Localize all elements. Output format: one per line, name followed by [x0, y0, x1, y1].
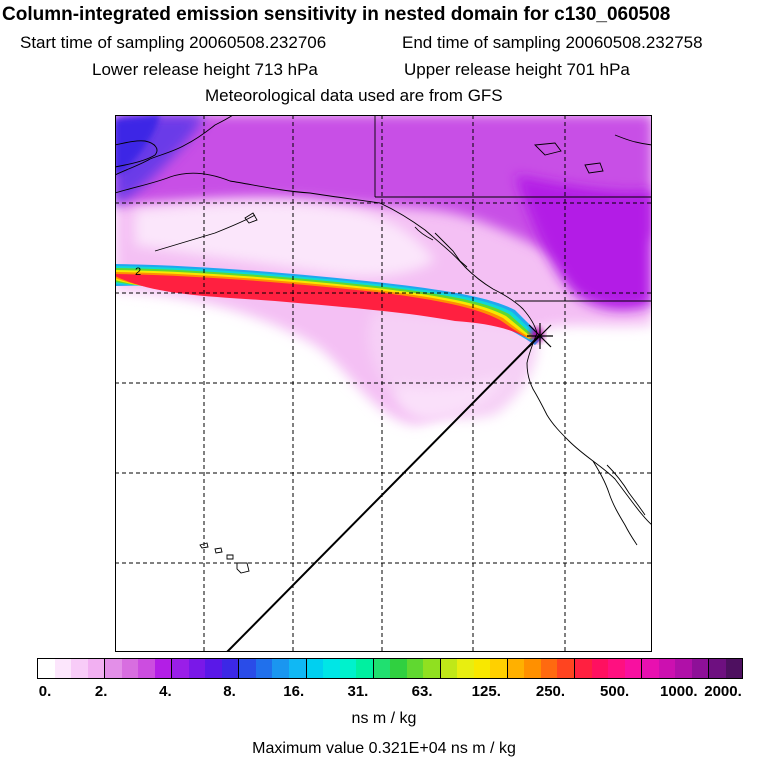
upper-release-height: Upper release height 701 hPa [404, 60, 630, 79]
colorbar [37, 658, 743, 679]
colorbar-swatch [138, 659, 155, 678]
colorbar-swatch [540, 659, 558, 678]
colorbar-swatch [188, 659, 206, 678]
field-blue-topleft2 [115, 115, 160, 175]
alaska-west [115, 140, 158, 168]
colorbar-tick-label: 500. [600, 683, 630, 700]
end-time: End time of sampling 20060508.232758 [402, 33, 703, 52]
flight-track [226, 334, 541, 652]
release-marker [527, 323, 553, 349]
coastlines [115, 115, 652, 574]
colorbar-tick-label: 8. [223, 683, 236, 700]
colorbar-swatch [171, 659, 189, 678]
colorbar-swatch [272, 659, 289, 678]
lat-lon-grid [115, 115, 652, 652]
met-data-source: Meteorological data used are from GFS [205, 86, 503, 105]
colorbar-swatch [708, 659, 726, 678]
colorbar-swatch [406, 659, 424, 678]
colorbar-swatch [255, 659, 273, 678]
sensitivity-field [115, 115, 652, 425]
colorbar-swatch [457, 659, 474, 678]
colorbar-tick-label: 31. [347, 683, 369, 700]
colorbar-swatch [439, 659, 458, 678]
baja [592, 460, 638, 546]
alaska-north [115, 115, 234, 176]
colorbar-swatch [372, 659, 391, 678]
colorbar-ticks: 0. 2. 4. 8. 16. 31. 63. 125. 250. 500. 1000. 2000. [0, 683, 768, 703]
panhandle-2 [414, 226, 434, 241]
colorbar-swatch [38, 659, 55, 678]
colorbar-tick-label: 16. [283, 683, 305, 700]
map-border [115, 115, 652, 652]
colorbar-tick-label: 0. [38, 683, 52, 700]
colorbar-swatch [305, 659, 324, 678]
colorbar-swatch [121, 659, 139, 678]
colorbar-swatch [288, 659, 306, 678]
field-purple-east [515, 175, 652, 311]
hawaii-1 [199, 542, 209, 549]
hawaii-2 [214, 547, 223, 554]
colorbar-swatch [87, 659, 105, 678]
colorbar-tick-label: 2000. [704, 683, 742, 700]
hawaii-3 [226, 554, 234, 560]
colorbar-swatch [71, 659, 88, 678]
colorbar-tick-label: 125. [471, 683, 501, 700]
panhandle [434, 232, 468, 268]
gulf-california [606, 464, 646, 516]
colorbar-swatch [238, 659, 256, 678]
lower-release-height: Lower release height 713 hPa [92, 60, 318, 79]
title: Column-integrated emission sensitivity i… [2, 4, 671, 25]
colorbar-tick-label: 1000. [660, 683, 698, 700]
colorbar-swatch [390, 659, 407, 678]
maximum-value: Maximum value 0.321E+04 ns m / kg [252, 740, 516, 757]
colorbar-swatch [574, 659, 592, 678]
colorbar-swatch [725, 659, 743, 678]
aleutian-chain [154, 214, 256, 252]
hudson-coast [614, 134, 652, 146]
alaska-coast [115, 172, 538, 334]
start-time: Start time of sampling 20060508.232706 [20, 33, 327, 52]
colorbar-swatch [490, 659, 507, 678]
colorbar-unit: ns m / kg [351, 710, 417, 727]
colorbar-tick-label: 63. [411, 683, 433, 700]
colorbar-swatch [557, 659, 574, 678]
colorbar-swatch [154, 659, 172, 678]
arctic-island-1 [534, 142, 562, 156]
hawaii-4 [236, 562, 250, 574]
colorbar-swatch [205, 659, 222, 678]
colorbar-tick-label: 250. [535, 683, 566, 700]
colorbar-swatch [524, 659, 541, 678]
us-west-coast [526, 332, 652, 526]
colorbar-swatch [423, 659, 440, 678]
colorbar-swatch [104, 659, 122, 678]
colorbar-swatch [506, 659, 525, 678]
colorbar-swatch [658, 659, 676, 678]
colorbar-swatch [675, 659, 692, 678]
colorbar-swatch [641, 659, 659, 678]
kodiak [244, 212, 258, 224]
colorbar-tick-label: 2. [94, 683, 108, 700]
field-purple-north [115, 115, 652, 259]
map-panel: 2 [115, 115, 652, 652]
colorbar-swatch [221, 659, 239, 678]
colorbar-swatch [591, 659, 609, 678]
colorbar-swatch [323, 659, 340, 678]
release-hotspot [530, 328, 544, 342]
contour-label: 2 [135, 266, 141, 278]
colorbar-swatch [624, 659, 642, 678]
colorbar-swatch [473, 659, 491, 678]
colorbar-swatch [339, 659, 357, 678]
colorbar-swatch [691, 659, 709, 678]
field-pale-north [135, 202, 435, 277]
field-pink-tail [395, 375, 505, 420]
colorbar-swatch [356, 659, 373, 678]
colorbar-swatch [608, 659, 625, 678]
colorbar-tick-label: 4. [159, 683, 172, 700]
colorbar-swatch [54, 659, 72, 678]
arctic-island-2 [584, 162, 604, 174]
map-svg: 2 [115, 115, 652, 652]
plume-red [115, 274, 526, 337]
plume [115, 264, 543, 345]
